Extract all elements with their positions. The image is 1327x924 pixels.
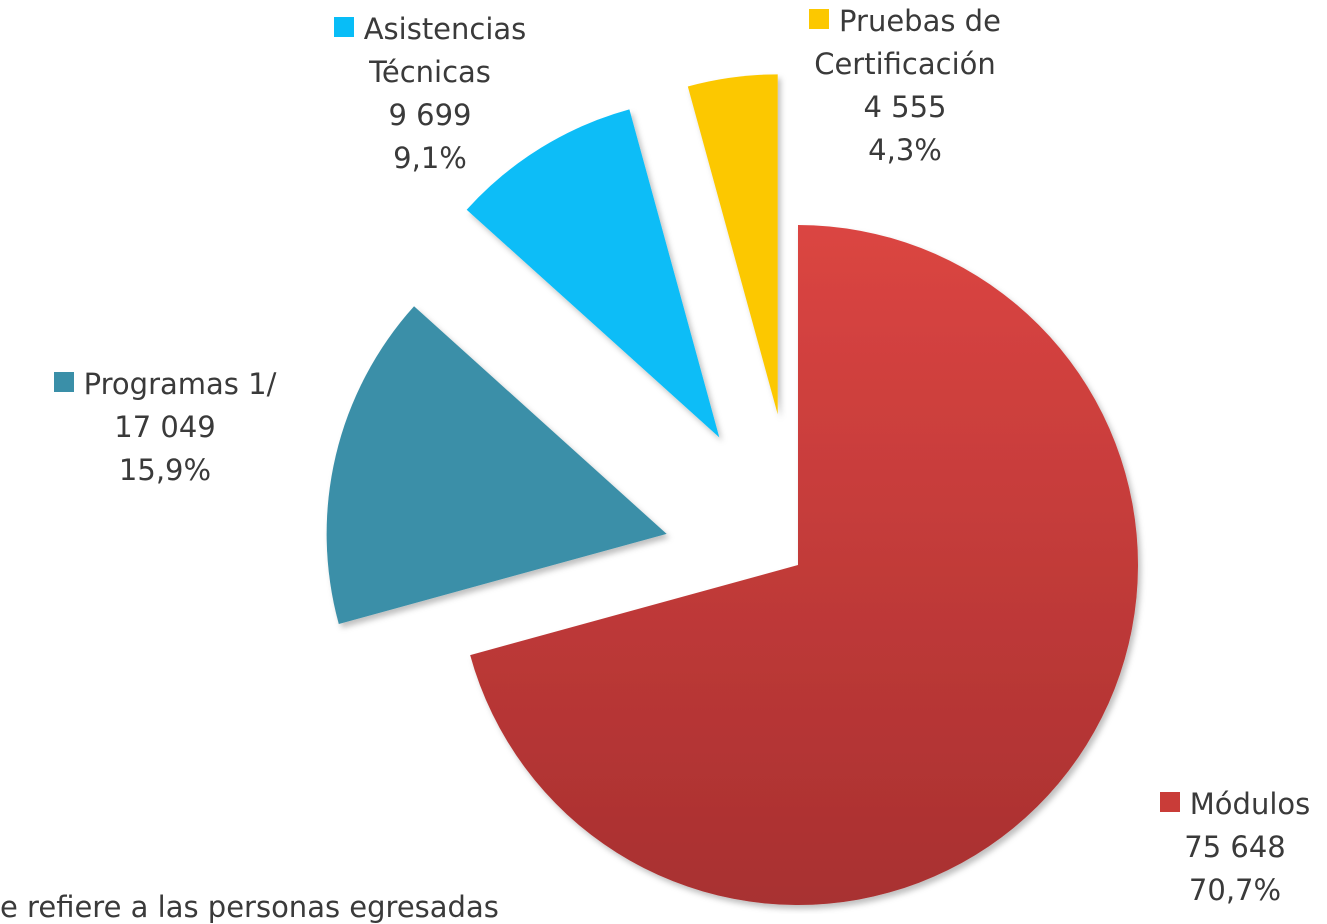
legend-swatch — [333, 17, 354, 37]
value-label: 17 049 — [114, 410, 216, 444]
percentage-label: 70,7% — [1188, 873, 1282, 907]
legend-swatch — [809, 9, 830, 29]
legend-swatch — [53, 372, 74, 392]
slice-label: Pruebas de Certificación 4 555 4,3% — [760, 0, 1050, 172]
percentage-label: 9,1% — [393, 141, 467, 175]
slice-label: Asistencias Técnicas 9 699 9,1% — [270, 8, 590, 180]
slice-label: Programas 1/17 049 15,9% — [0, 363, 330, 492]
pie-slice — [326, 306, 667, 624]
legend-entry: Pruebas de Certificación — [760, 0, 1050, 86]
slice-label: Módulos 75 648 70,7% — [1120, 783, 1327, 912]
pie-slice — [466, 109, 720, 438]
legend-swatch — [1159, 792, 1180, 812]
legend-entry: Programas 1/ — [0, 363, 330, 406]
value-label: 75 648 — [1184, 830, 1286, 864]
pie-slice — [470, 225, 1138, 905]
category-label: Asistencias Técnicas — [363, 12, 527, 89]
legend-entry: Asistencias Técnicas — [270, 8, 590, 94]
category-label: Módulos — [1189, 787, 1311, 821]
footnote: e refiere a las personas egresadas — [0, 890, 499, 924]
category-label: Programas 1/ — [83, 367, 277, 401]
category-label: Pruebas de Certificación — [814, 4, 1001, 81]
percentage-label: 15,9% — [118, 453, 212, 487]
percentage-label: 4,3% — [868, 133, 942, 167]
value-label: 9 699 — [388, 98, 472, 132]
pie-slice — [687, 74, 778, 415]
legend-entry: Módulos — [1120, 783, 1327, 826]
value-label: 4 555 — [863, 90, 947, 124]
